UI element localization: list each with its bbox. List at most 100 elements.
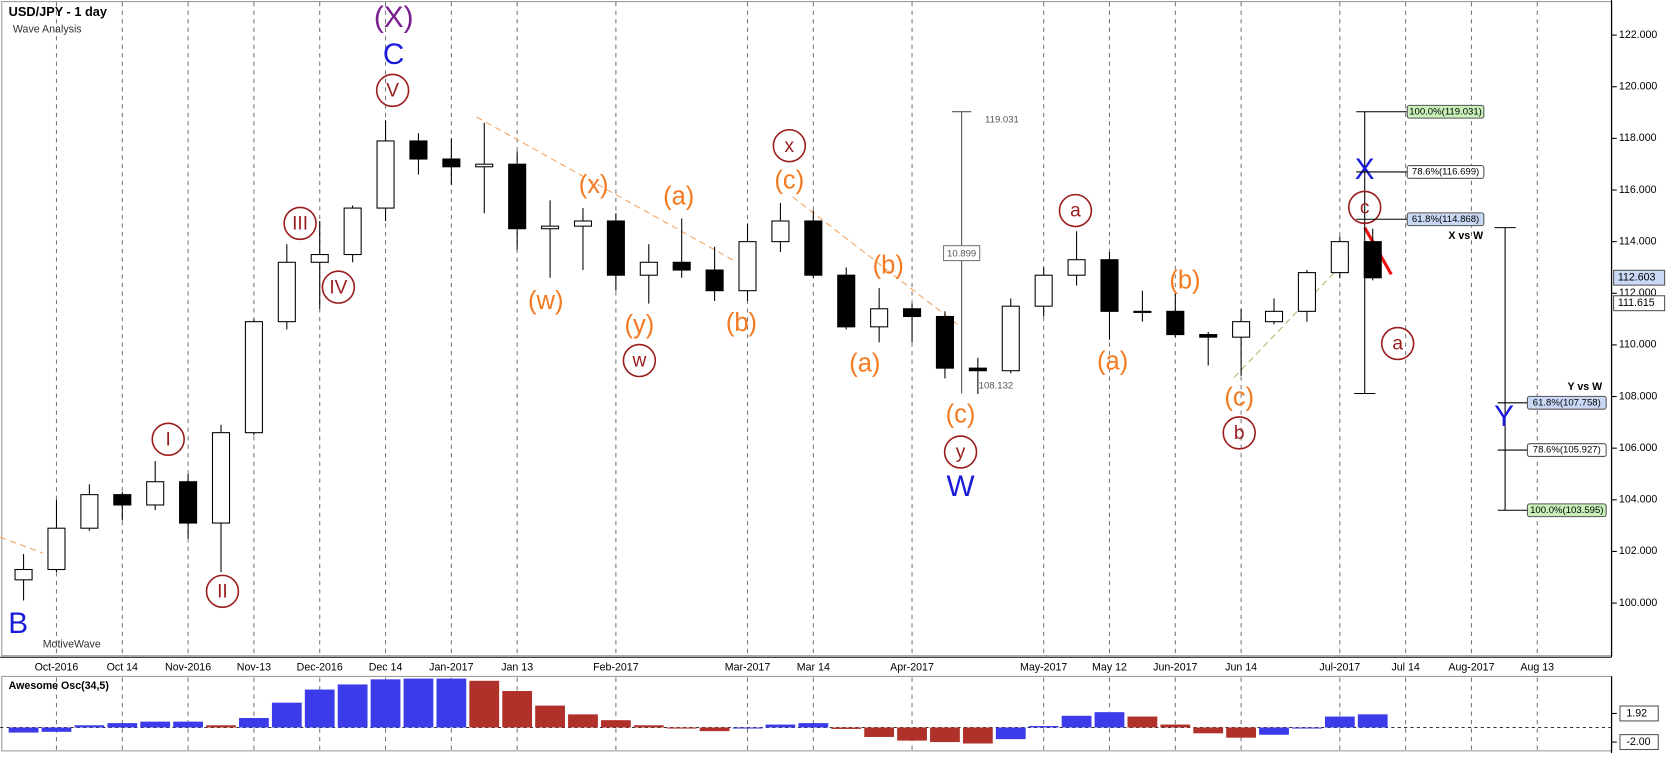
osc-bar — [1226, 727, 1256, 738]
osc-bar — [469, 680, 500, 728]
osc-bar — [798, 723, 829, 728]
wave-label: IV — [329, 277, 347, 298]
osc-bar — [239, 717, 269, 728]
wave-label: (a) — [1097, 347, 1128, 375]
candle-body — [343, 207, 362, 256]
candle-body — [1363, 241, 1382, 279]
candle-body — [639, 261, 658, 276]
x-tick-label: Jan-2017 — [429, 662, 473, 674]
x-tick-label: Jul-2017 — [1319, 662, 1360, 674]
x-tick-label: May 12 — [1092, 662, 1127, 674]
candle-body — [211, 432, 231, 524]
candle-body — [1232, 321, 1251, 338]
osc-bar — [897, 727, 927, 741]
osc-bar — [1094, 712, 1125, 728]
y-tick-label: 110.000 — [1619, 339, 1657, 351]
wave-label: (a) — [849, 350, 880, 378]
x-tick-label: Oct-2016 — [35, 662, 79, 674]
candle-body — [47, 527, 66, 571]
wave-label: (X) — [374, 1, 414, 34]
osc-bar — [502, 691, 533, 728]
osc-bar — [370, 679, 401, 728]
wave-label: c — [1360, 198, 1370, 219]
x-tick-label: Aug-2017 — [1448, 662, 1494, 674]
osc-bar — [140, 721, 171, 728]
price-tag-label: 112.603 — [1618, 272, 1656, 284]
osc-bar — [600, 720, 631, 728]
wave-label: y — [956, 442, 966, 463]
wave-circle — [205, 574, 240, 609]
y-tick-label: 100.000 — [1619, 597, 1657, 609]
wave-circle — [283, 206, 317, 241]
osc-tick-box — [1619, 734, 1659, 751]
osc-bar — [403, 678, 434, 728]
candle-body — [442, 158, 461, 168]
x-tick-label: Jan 13 — [501, 662, 533, 674]
wave-label: W — [947, 470, 975, 503]
y-tick-label: 102.000 — [1619, 545, 1657, 557]
osc-bar — [1357, 714, 1388, 728]
x-tick-label: Jun-2017 — [1153, 662, 1197, 674]
wave-label: C — [383, 38, 405, 71]
osc-bar — [271, 702, 302, 728]
candle-body — [14, 568, 33, 581]
price-tag — [1613, 269, 1666, 286]
osc-bar — [436, 678, 467, 728]
wave-circle — [943, 435, 978, 469]
wave-label: 108.132 — [979, 381, 1014, 392]
candle-body — [1330, 241, 1349, 274]
osc-bar — [1160, 724, 1191, 728]
y-tick-label: 114.000 — [1619, 235, 1657, 247]
osc-bar — [1127, 716, 1158, 728]
y-tick-label: 104.000 — [1619, 494, 1657, 506]
osc-bar — [765, 724, 796, 728]
candle-body — [1264, 310, 1284, 323]
candle-body — [672, 261, 691, 271]
candle-body — [968, 367, 987, 372]
wave-label: a — [1392, 334, 1403, 355]
candle-body — [475, 163, 494, 168]
candle-body — [1034, 274, 1053, 307]
trend-line — [1233, 254, 1352, 378]
candle-body — [705, 269, 724, 292]
osc-tick-label: 1.92 — [1626, 707, 1647, 719]
wave-label: (b) — [1169, 267, 1200, 295]
osc-bar — [304, 689, 335, 728]
chart-title: USD/JPY - 1 day — [9, 4, 108, 19]
osc-bar — [107, 723, 138, 728]
fib-label: 78.6%(116.699) — [1412, 166, 1479, 177]
candle-body — [771, 220, 790, 243]
watermark: MotiveWave — [43, 638, 101, 650]
candle-body — [80, 494, 99, 529]
wave-circle — [772, 128, 807, 163]
candle-body — [606, 220, 625, 276]
osc-bar — [666, 727, 697, 729]
wave-label: 10.899 — [947, 249, 976, 260]
candle-body — [935, 315, 954, 369]
wave-label: (c) — [946, 401, 976, 429]
x-tick-label: Jun 14 — [1225, 662, 1257, 674]
candle-body — [837, 274, 856, 328]
candle-body — [738, 241, 757, 292]
candle-body — [508, 163, 527, 230]
candle-body — [541, 225, 560, 230]
fib-box — [1526, 503, 1607, 518]
trend-line — [476, 116, 735, 262]
candle-body — [244, 321, 263, 434]
measure-box — [943, 245, 981, 262]
x-tick-label: Apr-2017 — [890, 662, 934, 674]
x-tick-label: Nov-13 — [237, 662, 271, 674]
y-tick-label: 118.000 — [1619, 132, 1657, 144]
x-tick-label: Dec-2016 — [297, 662, 343, 674]
wave-circle — [321, 270, 356, 304]
candle-body — [903, 308, 922, 318]
osc-bar — [633, 725, 664, 728]
candle-body — [113, 494, 132, 506]
fib-label: 100.0%(103.595) — [1530, 505, 1603, 516]
y-tick-label: 106.000 — [1619, 442, 1657, 454]
wave-label: b — [1234, 423, 1245, 444]
x-tick-label: Jul 14 — [1391, 662, 1419, 674]
fib-box — [1406, 212, 1485, 227]
wave-circle — [375, 73, 410, 108]
